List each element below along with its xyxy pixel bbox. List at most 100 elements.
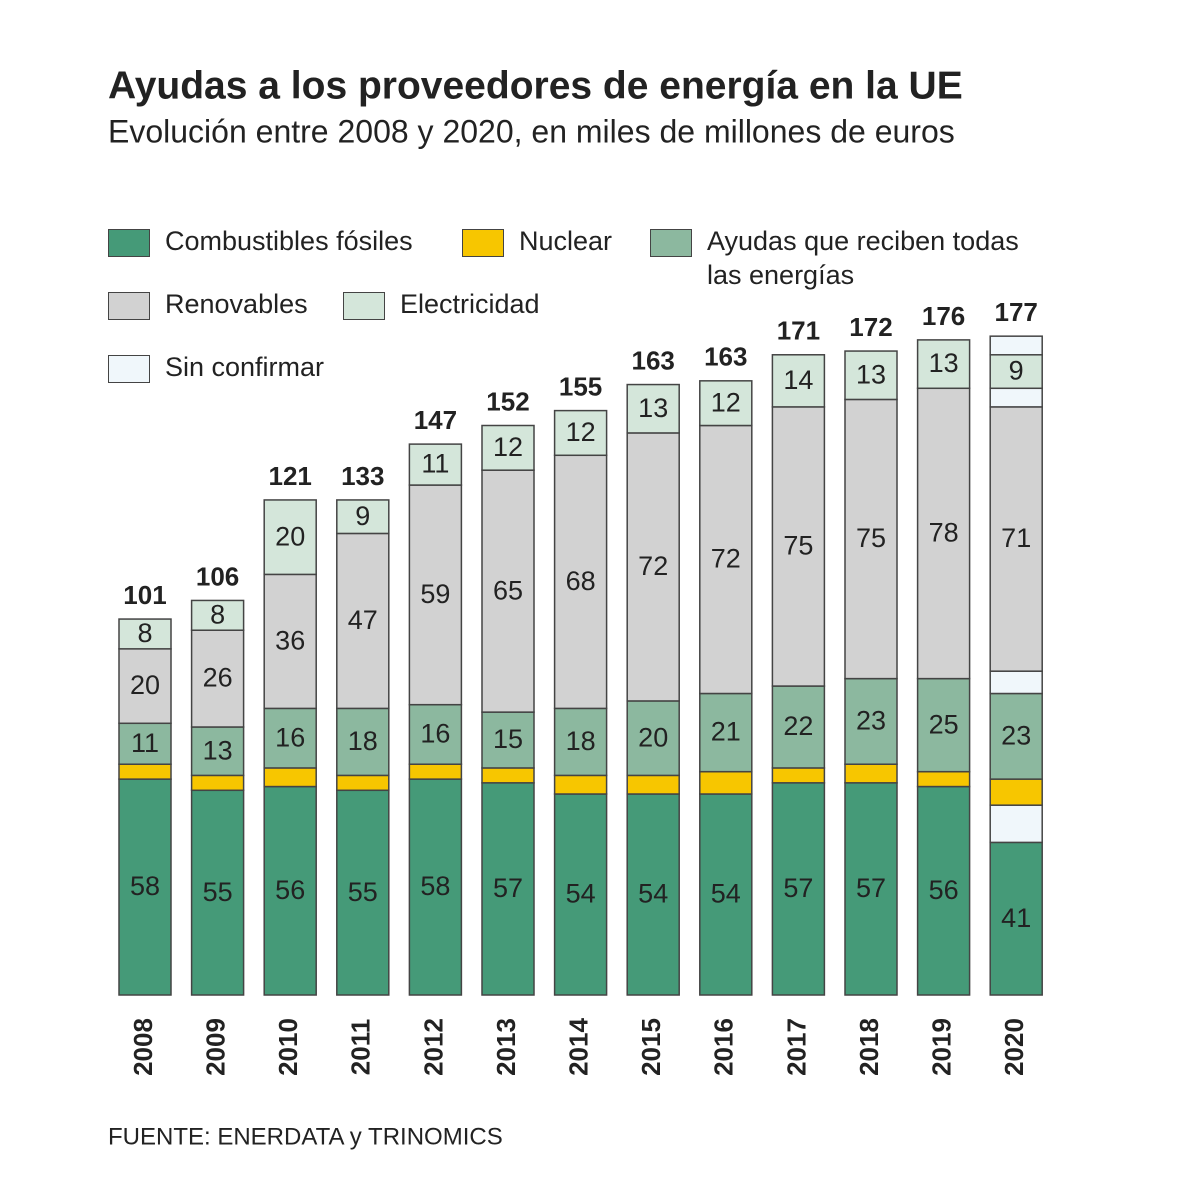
value-label: 14	[783, 365, 813, 395]
bar-segment	[263, 499, 317, 576]
value-label: 78	[929, 518, 959, 548]
bar-segment	[989, 692, 1043, 780]
legend-item: Renovables	[108, 289, 308, 321]
x-tick-label: 2018	[854, 1018, 884, 1076]
bar-segment	[989, 387, 1043, 408]
x-tick-label: 2013	[491, 1018, 521, 1076]
bar-segment	[844, 350, 898, 401]
value-label: 65	[493, 575, 523, 605]
value-label: 47	[348, 605, 378, 635]
bar-segment	[844, 763, 898, 784]
value-label: 11	[131, 728, 159, 758]
value-label: 15	[493, 724, 523, 754]
value-label: 11	[421, 449, 449, 479]
value-label: 72	[638, 551, 668, 581]
bar-segment	[481, 767, 535, 784]
value-label: 54	[711, 879, 741, 909]
value-label: 25	[929, 709, 959, 739]
bar-segment	[989, 804, 1043, 844]
legend-swatch	[108, 292, 150, 320]
value-label: 16	[275, 722, 305, 752]
x-tick-label: 2015	[636, 1018, 666, 1076]
value-label: 13	[929, 348, 959, 378]
bar-segment	[989, 841, 1043, 996]
x-tick-label: 2010	[273, 1018, 303, 1076]
x-tick-label: 2008	[128, 1018, 158, 1076]
total-label: 121	[269, 461, 312, 491]
value-label: 9	[1009, 356, 1024, 386]
value-label: 22	[783, 711, 813, 741]
bar-segment	[118, 722, 172, 765]
legend-item: Electricidad	[343, 289, 540, 321]
bar-segment	[408, 778, 463, 996]
bar-segment	[190, 726, 245, 777]
value-label: 57	[783, 873, 813, 903]
bar-segment	[989, 670, 1043, 695]
value-label: 72	[711, 544, 741, 574]
bar-segment	[336, 774, 390, 792]
legend-swatch	[462, 229, 504, 257]
value-label: 56	[929, 875, 959, 905]
value-label: 8	[137, 618, 152, 648]
bar-segment	[989, 335, 1043, 356]
bar-segment	[771, 685, 826, 769]
bar-segment	[190, 789, 245, 996]
value-label: 57	[856, 873, 886, 903]
bar-segment	[336, 532, 390, 710]
bar-segment	[844, 677, 898, 765]
legend-item: Nuclear	[462, 226, 612, 258]
value-label: 75	[856, 523, 886, 553]
value-label: 23	[856, 706, 886, 736]
value-label: 16	[420, 719, 450, 749]
legend-swatch	[343, 292, 385, 320]
value-label: 9	[355, 501, 370, 531]
value-label: 57	[493, 873, 523, 903]
source: FUENTE: ENERDATA y TRINOMICS	[108, 1123, 503, 1150]
bar-segment	[336, 499, 390, 535]
x-tick-label: 2009	[200, 1018, 230, 1076]
value-label: 71	[1001, 523, 1031, 553]
bar-segment	[916, 339, 971, 390]
bar-segment	[771, 354, 826, 408]
bar-segment	[626, 793, 680, 996]
bar-segment	[481, 782, 535, 996]
value-label: 55	[203, 877, 233, 907]
x-tick-label: 2017	[781, 1018, 811, 1076]
total-label: 176	[922, 301, 965, 331]
bar-segment	[699, 692, 753, 773]
bar-segment	[118, 778, 172, 996]
legend-item: Ayudas que reciben todas las energías	[650, 226, 1060, 292]
bar-segment	[699, 380, 753, 427]
x-tick-label: 2020	[999, 1018, 1029, 1076]
bar-segment	[263, 767, 317, 788]
value-label: 58	[130, 871, 160, 901]
bar-segment	[553, 454, 608, 710]
total-label: 133	[341, 461, 384, 491]
x-tick-label: 2016	[709, 1018, 739, 1076]
value-label: 54	[638, 879, 668, 909]
value-label: 36	[275, 626, 305, 656]
value-label: 21	[711, 717, 741, 747]
total-label: 101	[123, 580, 166, 610]
bar-segment	[408, 703, 463, 765]
value-label: 41	[1001, 903, 1031, 933]
value-label: 20	[275, 521, 305, 551]
value-label: 26	[203, 663, 233, 693]
chart-subtitle: Evolución entre 2008 y 2020, en miles de…	[108, 113, 955, 149]
total-label: 147	[414, 405, 457, 435]
value-label: 20	[130, 670, 160, 700]
bar-segment	[408, 443, 463, 486]
legend-item: Combustibles fósiles	[108, 226, 413, 258]
value-label: 68	[566, 566, 596, 596]
value-label: 54	[566, 879, 596, 909]
bar-segment	[481, 424, 535, 471]
legend-label: Ayudas que reciben todas las energías	[707, 226, 1019, 290]
bar-segment	[263, 785, 317, 996]
bar-segment	[771, 767, 826, 784]
bar-segment	[190, 599, 245, 631]
value-label: 12	[711, 387, 741, 417]
x-tick-label: 2011	[346, 1019, 376, 1075]
value-label: 20	[638, 722, 668, 752]
value-label: 56	[275, 875, 305, 905]
